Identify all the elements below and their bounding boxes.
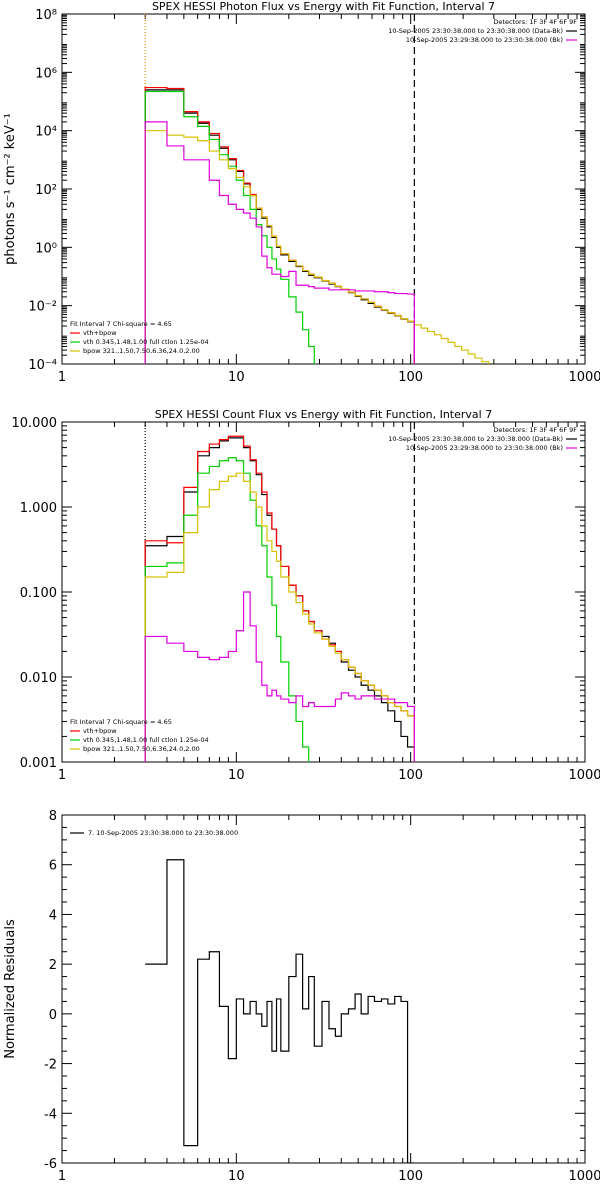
y-tick-label: -4 — [44, 1107, 57, 1122]
series-background — [144, 591, 415, 762]
y-tick-label: 10⁴ — [35, 125, 57, 140]
series-data — [144, 89, 415, 364]
legend-right-label: 10-Sep-2005 23:29:38.000 to 23:30:38.000… — [406, 444, 563, 452]
fit-info-label: Fit Interval 7 Chi-square = 4.65 — [70, 320, 172, 328]
y-tick-label: 10.000 — [12, 416, 58, 431]
y-tick-label: 10⁰ — [35, 241, 57, 256]
y-axis-label: Normalized Residuals — [3, 919, 18, 1059]
y-tick-label: 10⁸ — [35, 8, 57, 23]
y-tick-label: 10⁶ — [35, 66, 57, 81]
y-tick-label: -2 — [44, 1058, 57, 1073]
y-tick-label: 10² — [35, 183, 57, 198]
y-tick-label: 0.100 — [20, 586, 57, 601]
plot-frame — [61, 421, 586, 763]
x-tick-label: 100 — [398, 1169, 423, 1184]
plot-frame — [61, 13, 586, 365]
y-tick-label: 4 — [49, 908, 57, 923]
x-tick-label: 10 — [228, 768, 245, 783]
x-tick-label: 1 — [58, 1169, 66, 1184]
x-tick-label: 1 — [58, 768, 66, 783]
legend-right-label: 10-Sep-2005 23:29:38.000 to 23:30:38.000… — [406, 36, 563, 44]
y-axis-label: photons s⁻¹ cm⁻² keV⁻¹ — [3, 113, 18, 265]
legend-left-label: vth+bpow — [83, 329, 117, 337]
legend-left-label: vth+bpow — [83, 727, 117, 735]
legend-left-label: bpow 321.,1.50,7.50,6.36,24.0,2.00 — [83, 347, 200, 355]
series-bpow — [144, 472, 415, 762]
x-tick-label: 1 — [58, 370, 66, 385]
series-vth-bpow — [144, 435, 415, 762]
series-vth-bpow — [144, 86, 415, 364]
legend-right-label: 10-Sep-2005 23:30:38.000 to 23:30:38.000… — [388, 27, 563, 35]
y-tick-label: 10⁻² — [28, 300, 57, 315]
series-group — [145, 859, 415, 1163]
x-tick-label: 1000 — [568, 768, 600, 783]
fit-info-label: Fit Interval 7 Chi-square = 4.65 — [70, 718, 172, 726]
chart-residuals: 1 10 100 1000 -6 -4 -2 0 2 4 6 8 Normalized Residual… — [3, 809, 600, 1184]
y-tick-label: 1.000 — [20, 501, 57, 516]
x-tick-label: 100 — [398, 370, 423, 385]
series-vth — [144, 90, 315, 364]
legend-label: 7. 10-Sep-2005 23:30:38.000 to 23:30:38.… — [88, 829, 238, 837]
x-tick-label: 1000 — [568, 1169, 600, 1184]
chart-title: SPEX HESSI Count Flux vs Energy with Fit… — [155, 408, 492, 421]
series-group — [144, 86, 490, 364]
legend-left-label: bpow 321.,1.50,7.50,6.36,24.0,2.00 — [83, 745, 200, 753]
series-group — [144, 435, 415, 762]
y-tick-label: 0.001 — [20, 756, 57, 771]
y-tick-label: 0.010 — [20, 671, 57, 686]
legend-right-label: 10-Sep-2005 23:30:38.000 to 23:30:38.000… — [388, 435, 563, 443]
y-tick-label: -6 — [44, 1157, 57, 1172]
plot-frame — [61, 814, 586, 1164]
y-tick-label: 6 — [49, 859, 57, 874]
x-tick-label: 10 — [228, 370, 245, 385]
legend-left-label: vth 0.345,1.48,1.00 full ctlon 1.25e-04 — [83, 338, 209, 346]
y-tick-label: 8 — [49, 809, 57, 824]
detectors-label: Detectors: 1F 3F 4F 6F 9F — [493, 426, 577, 434]
y-tick-label: 0 — [49, 1008, 57, 1023]
legend-left-label: vth 0.345,1.48,1.00 full ctlon 1.25e-04 — [83, 736, 209, 744]
chart-photon-flux: SPEX HESSI Photon Flux vs Energy with Fi… — [3, 0, 600, 385]
chart-count-flux: SPEX HESSI Count Flux vs Energy with Fit… — [12, 408, 600, 783]
y-tick-label: 10⁻⁴ — [28, 358, 57, 373]
y-tick-label: 2 — [49, 958, 57, 973]
x-tick-label: 10 — [228, 1169, 245, 1184]
series-bpow — [144, 130, 490, 364]
series-background — [144, 121, 415, 364]
x-tick-label: 100 — [398, 768, 423, 783]
series-residuals — [145, 859, 415, 1163]
x-tick-label: 1000 — [568, 370, 600, 385]
detectors-label: Detectors: 1F 3F 4F 6F 9F — [493, 18, 577, 26]
chart-title: SPEX HESSI Photon Flux vs Energy with Fi… — [152, 0, 495, 13]
